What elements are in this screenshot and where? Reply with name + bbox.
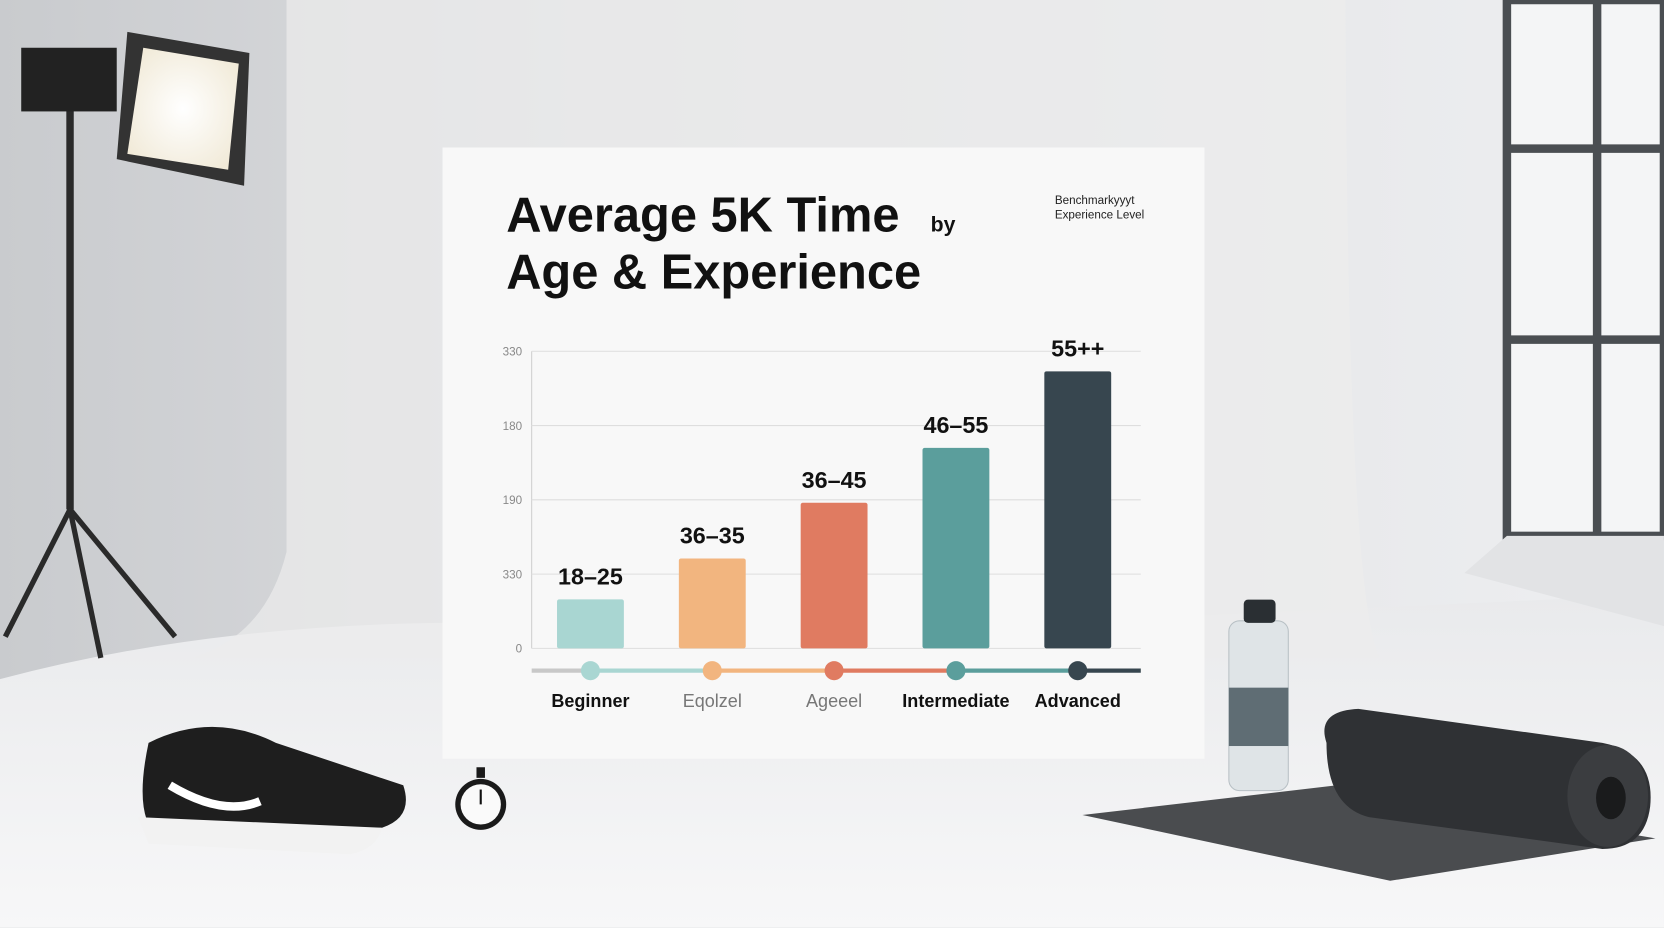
bar-label: 46–55 <box>923 412 988 438</box>
bar <box>678 558 746 649</box>
x-tick-label: Eqolzel <box>683 691 742 711</box>
bar-label: 18–25 <box>558 564 623 590</box>
chart: Average 5K Time by Age & Experience Benc… <box>503 188 1145 710</box>
bar <box>922 447 990 649</box>
shoes <box>137 726 406 855</box>
y-tick-label: 330 <box>503 568 523 581</box>
chart-subtitle: Benchmarkyyyt <box>1055 194 1135 207</box>
chart-title: Age & Experience <box>506 246 921 300</box>
y-tick-label: 190 <box>503 494 523 507</box>
y-tick-label: 330 <box>503 346 523 359</box>
timeline-dot <box>580 661 601 681</box>
chart-title: Average 5K Time <box>506 188 899 242</box>
y-tick-label: 180 <box>503 420 523 433</box>
x-tick-label: Ageeel <box>806 691 862 711</box>
timeline-dot <box>946 661 966 681</box>
y-tick-label: 0 <box>516 643 523 656</box>
bar-label: 55++ <box>1051 335 1104 361</box>
light-stand <box>2 31 250 659</box>
timeline-dot <box>824 661 844 681</box>
x-tick-label: Advanced <box>1035 691 1121 711</box>
bar-label: 36–35 <box>680 523 745 549</box>
timeline-dot <box>702 661 722 681</box>
x-tick-label: Beginner <box>551 691 629 711</box>
x-tick-label: Intermediate <box>902 691 1009 711</box>
bar <box>800 502 868 649</box>
window <box>1464 0 1664 627</box>
stopwatch <box>455 767 507 830</box>
timeline-dot <box>1068 661 1088 681</box>
chart-title-connector: by <box>931 213 956 236</box>
bar <box>1044 371 1112 649</box>
yoga-mat <box>1082 708 1656 881</box>
water-bottle <box>1228 599 1289 792</box>
chart-subtitle: Experience Level <box>1055 209 1144 222</box>
bar-label: 36–45 <box>802 467 867 493</box>
bar <box>557 599 624 649</box>
